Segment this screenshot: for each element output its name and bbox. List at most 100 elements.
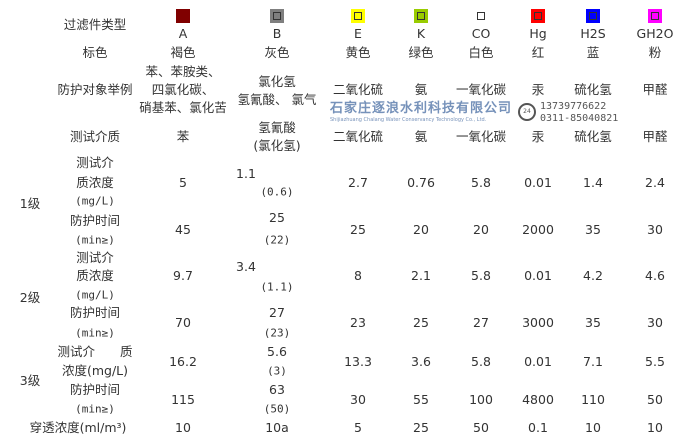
- test-medium-value: 汞: [531, 128, 545, 144]
- color-swatch-icon: [176, 9, 190, 23]
- concentration-value: 4.6: [645, 267, 665, 283]
- watermark-phone-2: 0311-85040821: [540, 113, 619, 124]
- protection-time-value: 2000: [522, 221, 554, 237]
- protection-time-value: 20: [473, 221, 489, 237]
- penetration-value: 5: [354, 419, 362, 435]
- concentration-subvalue: (0.6): [260, 185, 294, 199]
- concentration-value: 0.76: [407, 174, 435, 190]
- watermark-company: 石家庄逐浪水利科技有限公司: [330, 101, 513, 116]
- protection-value: 一氧化碳: [455, 81, 507, 97]
- concentration-label: (mg/L): [75, 288, 115, 302]
- protection-value: 氯化氢: [258, 73, 296, 89]
- protection-time-value: 35: [585, 314, 601, 330]
- concentration-value: 1.1: [236, 165, 256, 181]
- filter-type-code: GH2O: [636, 25, 674, 41]
- protection-time-label: 防护时间: [69, 304, 121, 320]
- protection-time-value: 20: [413, 221, 429, 237]
- penetration-value: 10a: [265, 419, 289, 435]
- concentration-value: 8: [354, 267, 362, 283]
- filter-type-code: K: [416, 25, 426, 41]
- protection-time-value: 63: [269, 381, 285, 397]
- concentration-label: 浓度(mg/L): [61, 362, 129, 378]
- protection-time-value: 30: [647, 221, 663, 237]
- penetration-value: 10: [585, 419, 601, 435]
- protection-time-value: 27: [473, 314, 489, 330]
- concentration-label: 测试介: [76, 154, 114, 170]
- protection-time-value: 4800: [522, 391, 554, 407]
- protection-value: 四氯化碳、: [151, 81, 215, 97]
- filter-type-code: A: [178, 25, 188, 41]
- concentration-value: 4.2: [583, 267, 603, 283]
- filter-color-name: 白色: [468, 44, 494, 60]
- concentration-value: 5: [179, 174, 187, 190]
- protection-time-subvalue: (23): [263, 326, 291, 340]
- color-swatch-icon: [474, 9, 488, 23]
- watermark: 石家庄逐浪水利科技有限公司 Shijiazhuang Chalang Water…: [330, 101, 512, 123]
- protection-time-value: 30: [647, 314, 663, 330]
- filter-type-label: 过滤件类型: [63, 16, 127, 32]
- concentration-label: 质浓度: [76, 174, 114, 190]
- penetration-label: 穿透浓度(ml/m³): [29, 419, 127, 435]
- filter-color-name: 灰色: [264, 44, 290, 60]
- filter-color-name: 黄色: [345, 44, 371, 60]
- concentration-value: 5.8: [471, 267, 491, 283]
- level-label: 1级: [19, 195, 41, 211]
- protection-time-value: 25: [269, 209, 285, 225]
- level-label: 3级: [19, 372, 41, 388]
- concentration-label: 测试介: [76, 249, 114, 265]
- test-medium-value: 氨: [414, 128, 428, 144]
- level-label: 2级: [19, 289, 41, 305]
- protection-time-label: (min≥): [75, 326, 115, 340]
- concentration-value: 0.01: [524, 353, 552, 369]
- protection-time-value: 115: [171, 391, 195, 407]
- protection-time-value: 35: [585, 221, 601, 237]
- concentration-value: 0.01: [524, 174, 552, 190]
- protection-time-label: 防护时间: [69, 381, 121, 397]
- test-medium-value: 二氧化硫: [332, 128, 384, 144]
- filter-type-code: E: [354, 25, 362, 41]
- color-row-label: 标色: [82, 44, 108, 60]
- concentration-label: (mg/L): [75, 194, 115, 208]
- concentration-value: 2.7: [348, 174, 368, 190]
- protection-time-label: (min≥): [75, 402, 115, 416]
- concentration-value: 13.3: [344, 353, 372, 369]
- color-swatch-icon: [414, 9, 428, 23]
- protection-time-value: 27: [269, 304, 285, 320]
- filter-type-code: CO: [471, 25, 491, 41]
- protection-time-value: 110: [581, 391, 605, 407]
- watermark-phones: 13739776622 0311-85040821: [540, 101, 618, 125]
- concentration-value: 16.2: [169, 353, 197, 369]
- protection-value: 甲醛: [642, 81, 668, 97]
- protection-value: 氨: [414, 81, 428, 97]
- concentration-value: 2.4: [645, 174, 665, 190]
- test-medium-label: 测试介质: [69, 128, 121, 144]
- test-medium-value: 一氧化碳: [455, 128, 507, 144]
- protection-time-value: 25: [413, 314, 429, 330]
- color-swatch-icon: [531, 9, 545, 23]
- filter-type-code: B: [272, 25, 282, 41]
- concentration-subvalue: (3): [267, 364, 287, 378]
- protection-label: 防护对象举例: [57, 81, 133, 97]
- protection-value: 硝基苯、氯化苦: [139, 99, 227, 115]
- filter-type-code: H2S: [580, 25, 606, 41]
- penetration-value: 10: [175, 419, 191, 435]
- watermark-phone-1: 13739776622: [540, 101, 607, 112]
- protection-time-value: 25: [350, 221, 366, 237]
- protection-time-value: 30: [350, 391, 366, 407]
- concentration-value: 5.5: [645, 353, 665, 369]
- test-medium-value: 硫化氢: [574, 128, 612, 144]
- filter-color-name: 褐色: [170, 44, 196, 60]
- protection-time-value: 3000: [522, 314, 554, 330]
- watermark-company-en: Shijiazhuang Chalang Water Conservancy T…: [330, 117, 487, 123]
- filter-color-name: 红: [531, 44, 545, 60]
- concentration-value: 3.6: [411, 353, 431, 369]
- penetration-value: 0.1: [528, 419, 548, 435]
- filter-type-code: Hg: [529, 25, 547, 41]
- protection-time-subvalue: (22): [263, 233, 291, 247]
- penetration-value: 50: [473, 419, 489, 435]
- color-swatch-icon: [586, 9, 600, 23]
- concentration-value: 0.01: [524, 267, 552, 283]
- protection-time-subvalue: (50): [263, 402, 291, 416]
- filter-color-name: 粉: [648, 44, 662, 60]
- protection-time-value: 23: [350, 314, 366, 330]
